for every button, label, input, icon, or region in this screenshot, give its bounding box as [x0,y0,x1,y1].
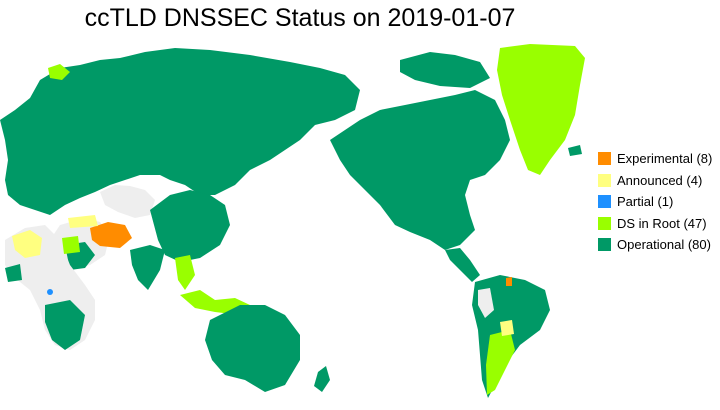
legend-label: Partial (1) [617,194,674,210]
region-central-america [445,248,480,282]
region-west-africa [5,264,22,282]
region-se-asia [175,255,195,290]
region-andes-nodata [478,288,494,318]
legend-item-ds-in-root: DS in Root (47) [598,213,712,235]
legend-swatch-experimental [598,152,611,166]
legend-swatch-ds-in-root [598,216,611,230]
legend-swatch-announced [598,173,611,187]
legend-swatch-operational [598,238,611,252]
legend-item-operational: Operational (80) [598,234,712,256]
region-paraguay [500,320,514,336]
region-australia [205,305,300,392]
region-iran [90,222,132,248]
region-pacific-islands [48,64,70,80]
region-southern-africa [45,300,85,350]
region-argentina [486,330,515,395]
region-iceland [568,145,582,156]
legend-label: Announced (4) [617,172,703,188]
region-arctic-islands [400,52,490,88]
region-india [130,245,165,290]
region-greenland [497,44,585,175]
region-new-zealand [314,366,330,392]
region-north-africa [12,230,42,258]
world-map [0,44,585,398]
legend-label: DS in Root (47) [617,215,707,231]
legend-item-partial: Partial (1) [598,191,712,213]
region-china [150,190,230,262]
map-title: ccTLD DNSSEC Status on 2019-01-07 [84,4,516,32]
region-north-america [330,90,510,250]
region-partial-marker [47,289,53,295]
legend-swatch-partial [598,195,611,209]
legend: Experimental (8) Announced (4) Partial (… [598,148,712,256]
legend-item-experimental: Experimental (8) [598,148,712,170]
region-egypt [62,236,80,254]
legend-label: Operational (80) [617,237,711,253]
region-eurasia [0,48,360,215]
region-central-asia-nodata [100,185,155,218]
legend-item-announced: Announced (4) [598,170,712,192]
region-french-guiana [506,277,512,286]
legend-label: Experimental (8) [617,151,713,167]
region-turkey [68,215,98,228]
